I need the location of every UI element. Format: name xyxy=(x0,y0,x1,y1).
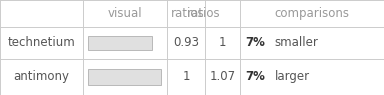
Text: antimony: antimony xyxy=(13,70,69,83)
Text: technetium: technetium xyxy=(7,36,75,49)
Text: ratios: ratios xyxy=(187,7,220,20)
Text: smaller: smaller xyxy=(275,36,318,49)
Text: visual: visual xyxy=(108,7,142,20)
Text: larger: larger xyxy=(275,70,310,83)
FancyBboxPatch shape xyxy=(88,36,152,50)
Text: comparisons: comparisons xyxy=(275,7,349,20)
Text: 1: 1 xyxy=(219,36,227,49)
Text: 7%: 7% xyxy=(245,70,265,83)
Text: 1: 1 xyxy=(182,70,190,83)
Text: 0.93: 0.93 xyxy=(173,36,199,49)
Text: ratios: ratios xyxy=(171,7,205,20)
Text: 1.07: 1.07 xyxy=(210,70,236,83)
Text: 7%: 7% xyxy=(245,36,265,49)
FancyBboxPatch shape xyxy=(88,69,161,85)
